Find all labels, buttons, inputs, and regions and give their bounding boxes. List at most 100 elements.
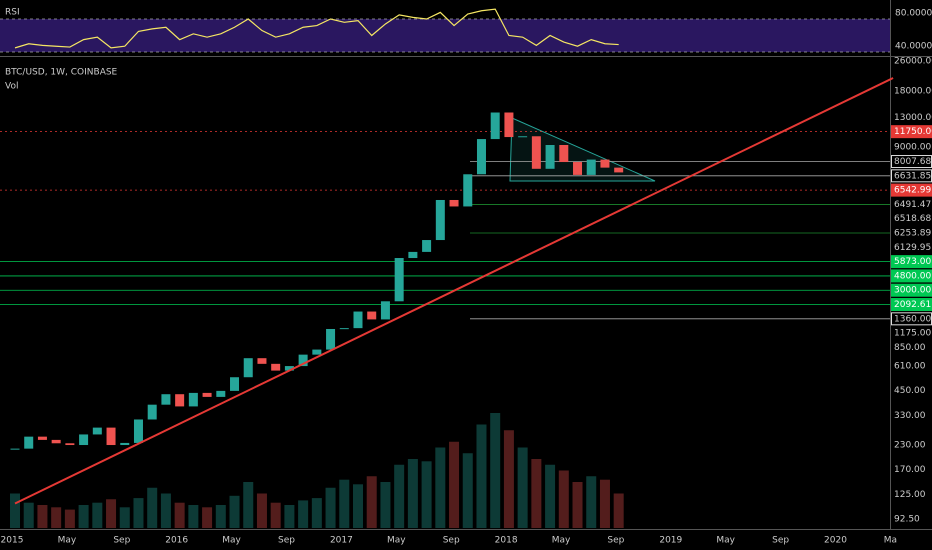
price-label-box	[891, 269, 932, 283]
volume-bar	[462, 453, 473, 528]
candle	[614, 167, 624, 173]
price-label-box	[891, 125, 932, 139]
candle	[600, 159, 610, 168]
volume-bar	[92, 502, 103, 528]
volume-bar	[421, 461, 432, 528]
volume-bar	[202, 507, 213, 528]
candle	[92, 427, 102, 435]
volume-bar	[380, 482, 391, 528]
volume-bar	[298, 500, 309, 528]
candle	[230, 377, 240, 391]
price-label: 610.00	[894, 361, 926, 371]
candle	[37, 436, 47, 440]
candle	[463, 174, 473, 207]
time-label: May	[552, 536, 571, 546]
candle	[284, 366, 294, 371]
candle	[504, 112, 514, 138]
candle	[339, 328, 349, 330]
volume-bar	[339, 479, 350, 528]
trendline	[14, 77, 894, 505]
candle	[353, 311, 363, 329]
time-label: Sep	[772, 536, 789, 546]
price-label: 11750.00	[894, 127, 932, 137]
candle	[24, 436, 34, 449]
price-label: 18000.00	[894, 86, 932, 96]
candle	[106, 427, 116, 446]
volume-bar	[613, 493, 624, 528]
price-label: 1175.00	[894, 329, 931, 339]
volume-bar	[531, 459, 542, 528]
time-label: Ma	[884, 536, 897, 546]
volume-title: Vol	[5, 82, 18, 92]
price-label: 13000.00	[894, 113, 932, 123]
volume-bar	[119, 507, 130, 528]
volume-bar	[256, 493, 267, 528]
price-label-box	[891, 298, 932, 312]
price-label: 6542.99	[894, 186, 931, 196]
price-label-box	[891, 183, 932, 197]
volume-bar	[503, 430, 514, 528]
price-label: 330.00	[894, 411, 926, 421]
candle	[449, 199, 459, 207]
volume-bar	[435, 447, 446, 528]
price-label: 1360.00	[894, 314, 931, 324]
time-label: Sep	[607, 536, 624, 546]
volume-bar	[64, 509, 75, 528]
candle	[120, 442, 130, 446]
candle	[367, 311, 377, 320]
volume-bar	[599, 479, 610, 528]
candle	[133, 419, 143, 443]
candle	[216, 390, 226, 397]
price-label: 450.00	[894, 386, 926, 396]
volume-bar	[558, 470, 569, 528]
volume-bar	[586, 476, 597, 528]
candle	[147, 404, 157, 420]
volume-bar	[23, 502, 34, 528]
candle	[422, 240, 432, 252]
price-label: 170.00	[894, 465, 926, 475]
time-label: Sep	[278, 536, 295, 546]
volume-bar	[353, 484, 363, 528]
price-label-box	[891, 283, 932, 297]
candle	[394, 258, 404, 302]
candle	[312, 349, 322, 355]
candle	[65, 443, 75, 446]
price-label: 9000.00	[894, 143, 931, 153]
rsi-line	[14, 8, 619, 49]
volume-bar	[476, 424, 487, 528]
time-label: Sep	[113, 536, 130, 546]
price-label-box	[891, 255, 932, 269]
candle	[545, 144, 555, 169]
time-label: 2018	[495, 536, 518, 546]
candle	[202, 392, 212, 397]
volume-bar	[545, 464, 556, 528]
volume-bar	[366, 476, 377, 528]
price-label: 4800.00	[894, 271, 931, 281]
candle	[380, 301, 390, 320]
time-label: 2020	[824, 536, 847, 546]
price-label: 850.00	[894, 343, 926, 353]
volume-bar	[133, 498, 144, 528]
time-label: May	[716, 536, 735, 546]
candle	[175, 394, 185, 407]
volume-bar	[394, 464, 405, 528]
candle	[586, 159, 596, 175]
volume-bar	[10, 493, 20, 528]
candle	[435, 199, 445, 241]
rsi-title: RSI	[5, 8, 20, 18]
candle	[531, 136, 541, 169]
time-label: Sep	[443, 536, 460, 546]
volume-bar	[160, 493, 171, 528]
candle	[573, 162, 583, 175]
candle	[188, 392, 198, 407]
volume-bar	[243, 482, 254, 528]
price-label: 6253.89	[894, 229, 931, 239]
price-label: 6631.85	[894, 171, 931, 181]
volume-bar	[229, 495, 240, 528]
time-label: May	[387, 536, 406, 546]
candle	[257, 358, 267, 364]
price-label: 230.00	[894, 441, 926, 451]
volume-bar	[188, 505, 199, 528]
